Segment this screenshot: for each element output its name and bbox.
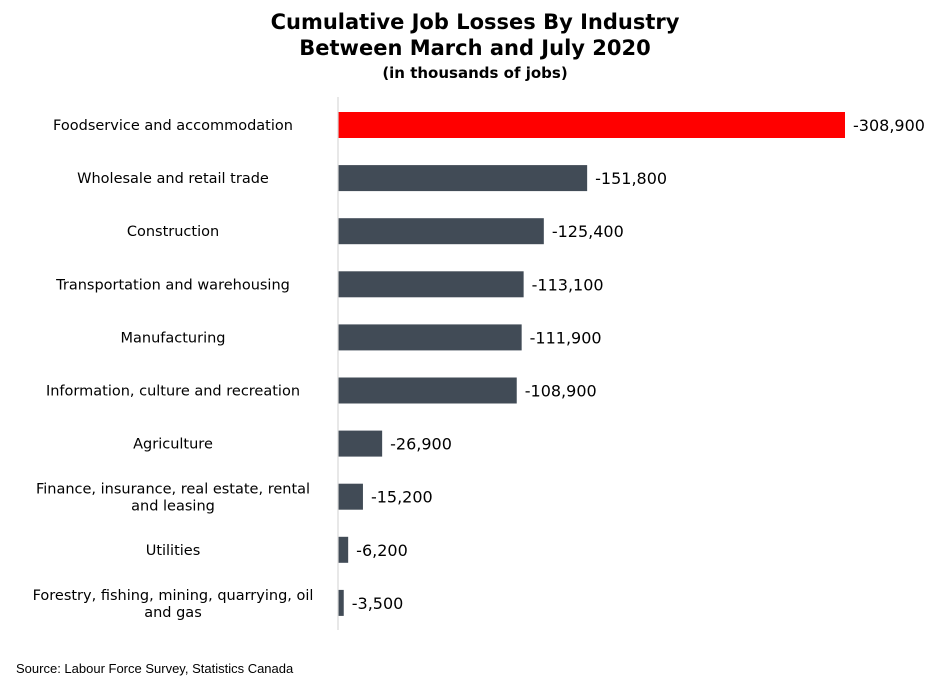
- bar: [338, 112, 845, 138]
- category-label: Transportation and warehousing: [55, 277, 290, 293]
- category-label: Wholesale and retail trade: [77, 171, 269, 187]
- bar: [338, 430, 383, 457]
- data-label: -113,100: [532, 275, 604, 294]
- bar: [338, 536, 349, 563]
- data-label: -3,500: [352, 594, 404, 613]
- data-label: -151,800: [595, 169, 667, 188]
- bar: [338, 165, 588, 192]
- bar: [338, 218, 544, 245]
- bar: [338, 324, 522, 351]
- category-label: Agriculture: [133, 437, 213, 453]
- category-label: Information, culture and recreation: [46, 384, 300, 400]
- chart-title-line2: Between March and July 2020: [299, 36, 651, 60]
- data-label: -15,200: [371, 488, 433, 507]
- bar: [338, 483, 363, 510]
- source-note: Source: Labour Force Survey, Statistics …: [16, 661, 294, 676]
- category-label: Forestry, fishing, mining, quarrying, oi…: [33, 588, 314, 621]
- data-label: -26,900: [390, 435, 452, 454]
- category-label: Utilities: [146, 543, 201, 559]
- chart-subtitle: (in thousands of jobs): [382, 64, 568, 82]
- data-label: -308,900: [853, 116, 925, 135]
- bar: [338, 589, 344, 616]
- data-label: -108,900: [525, 382, 597, 401]
- bar: [338, 377, 517, 404]
- category-label: Construction: [127, 224, 219, 240]
- chart-title: Cumulative Job Losses By Industry: [270, 10, 680, 34]
- data-label: -125,400: [552, 222, 624, 241]
- data-label: -6,200: [356, 541, 408, 560]
- category-label: Finance, insurance, real estate, rental a…: [36, 482, 310, 515]
- data-label: -111,900: [530, 328, 602, 347]
- bar: [338, 271, 524, 298]
- category-label: Foodservice and accommodation: [53, 118, 293, 134]
- category-label: Manufacturing: [121, 330, 226, 346]
